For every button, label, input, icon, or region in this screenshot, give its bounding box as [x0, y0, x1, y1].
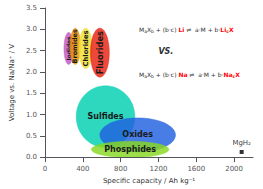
svg-text:Fluorides: Fluorides — [95, 31, 105, 74]
svg-text:Na: Na — [224, 71, 233, 78]
svg-text:1.5: 1.5 — [26, 89, 37, 97]
svg-text:Chlorides: Chlorides — [82, 30, 90, 66]
svg-text:Li: Li — [178, 25, 185, 33]
html-text:MaXb: MaXb — [139, 70, 154, 79]
svg-text:Phosphides: Phosphides — [104, 145, 156, 154]
svg-text:0: 0 — [43, 165, 47, 173]
svg-text:400: 400 — [76, 165, 89, 173]
svg-text:c: c — [232, 73, 236, 79]
svg-text:MgH₂: MgH₂ — [232, 139, 251, 147]
svg-text:2000: 2000 — [225, 165, 243, 173]
svg-text:Specific capacity / Ah kg⁻¹: Specific capacity / Ah kg⁻¹ — [103, 177, 195, 185]
svg-text:⇌ a·M + b·: ⇌ a·M + b· — [184, 26, 220, 33]
svg-text:1600: 1600 — [187, 165, 205, 173]
svg-text:⇌ a·M + b·: ⇌ a·M + b· — [187, 71, 223, 78]
svg-text:800: 800 — [114, 165, 127, 173]
html-text:Lic: Lic — [220, 25, 229, 34]
svg-text:X: X — [229, 26, 234, 33]
svg-text:2.5: 2.5 — [26, 47, 37, 55]
svg-text:Iodides: Iodides — [65, 36, 72, 61]
svg-text:0.5: 0.5 — [26, 132, 37, 140]
svg-text:1.0: 1.0 — [26, 111, 37, 119]
html-text:MaXb: MaXb — [139, 25, 154, 34]
svg-text:0.0: 0.0 — [26, 153, 37, 161]
svg-text:Bromides: Bromides — [71, 29, 79, 63]
svg-text:X: X — [235, 71, 240, 78]
svg-text:VS.: VS. — [158, 47, 173, 56]
svg-text:3.5: 3.5 — [26, 4, 37, 12]
svg-text:+ (b·c): + (b·c) — [154, 71, 178, 78]
svg-text:Voltage vs. Na/Na⁺ / V: Voltage vs. Na/Na⁺ / V — [8, 44, 16, 122]
svg-text:+ (b·c): + (b·c) — [154, 26, 178, 33]
svg-text:3.0: 3.0 — [26, 25, 37, 33]
svg-text:Sulfides: Sulfides — [88, 112, 124, 121]
svg-text:1200: 1200 — [150, 165, 168, 173]
svg-text:Oxides: Oxides — [122, 130, 153, 139]
svg-text:Na: Na — [178, 71, 187, 78]
svg-text:2.0: 2.0 — [26, 68, 37, 76]
